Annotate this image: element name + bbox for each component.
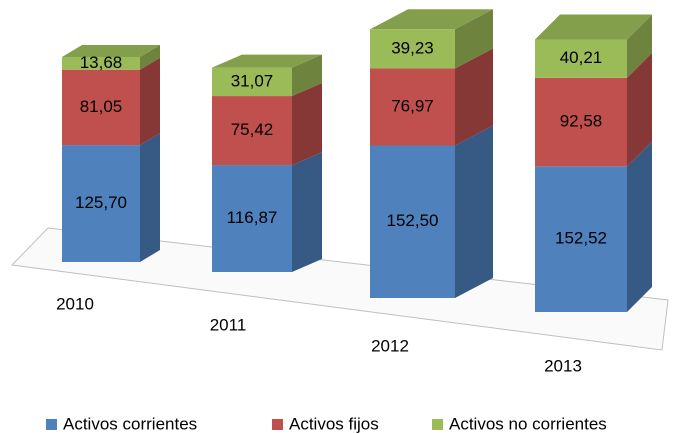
data-label: 31,07	[231, 71, 274, 90]
data-label: 116,87	[227, 208, 278, 227]
x-tick-label: 2012	[371, 336, 409, 355]
data-label: 75,42	[231, 120, 274, 139]
data-label: 152,50	[387, 211, 439, 230]
bar-side	[292, 83, 322, 166]
bar-front	[370, 29, 455, 69]
bar-side	[455, 125, 493, 298]
bar-top	[62, 45, 160, 58]
bar-segment	[535, 14, 652, 78]
bar-front	[212, 96, 292, 166]
bar-segment	[535, 141, 652, 312]
bar-segment	[212, 54, 322, 97]
bar-segment	[535, 52, 652, 167]
data-label: 81,05	[80, 97, 123, 116]
bar-segment	[62, 133, 160, 262]
bar-front	[62, 57, 140, 70]
bar-side	[140, 133, 160, 262]
x-tick-label: 2011	[210, 315, 247, 334]
bar-top	[370, 9, 493, 30]
bar-segment	[370, 9, 493, 69]
legend-swatch	[272, 419, 283, 430]
data-label: 76,97	[391, 96, 434, 115]
data-label: 13,68	[80, 53, 123, 72]
legend-label: Activos fijos	[289, 414, 379, 433]
bar-front	[535, 166, 627, 312]
bar-top	[535, 14, 652, 40]
bar-segment	[212, 152, 322, 272]
x-tick-label: 2013	[544, 356, 582, 375]
legend-label: Activos corrientes	[63, 414, 197, 433]
bar-side	[627, 14, 652, 78]
data-label: 40,21	[560, 48, 603, 67]
bar-front	[62, 69, 140, 146]
bar-side	[627, 141, 652, 312]
bar-side	[455, 9, 493, 69]
bar-top	[212, 54, 322, 68]
bar-front	[535, 39, 627, 78]
x-tick-label: 2010	[56, 294, 94, 313]
bar-side	[292, 152, 322, 272]
data-label: 39,23	[391, 38, 434, 57]
bar-segment	[212, 83, 322, 166]
bar-front	[212, 165, 292, 272]
floor	[10, 227, 669, 351]
bar-side	[140, 57, 160, 146]
bar-segment	[62, 45, 160, 70]
bar-side	[455, 48, 493, 146]
bar-front	[370, 68, 455, 146]
legend-swatch	[46, 419, 57, 430]
data-label: 125,70	[75, 193, 127, 212]
bar-front	[62, 145, 140, 262]
legend-label: Activos no corrientes	[449, 414, 607, 433]
bar-front	[212, 67, 292, 97]
bar-segment	[370, 48, 493, 146]
bar-front	[370, 145, 455, 298]
bar-side	[292, 54, 322, 97]
bar-segment	[370, 125, 493, 298]
bar-side	[140, 45, 160, 70]
legend-swatch	[432, 419, 443, 430]
bar-front	[535, 77, 627, 167]
data-label: 92,58	[560, 112, 603, 131]
bar-segment	[62, 57, 160, 146]
bar-side	[627, 52, 652, 167]
data-label: 152,52	[555, 229, 607, 248]
